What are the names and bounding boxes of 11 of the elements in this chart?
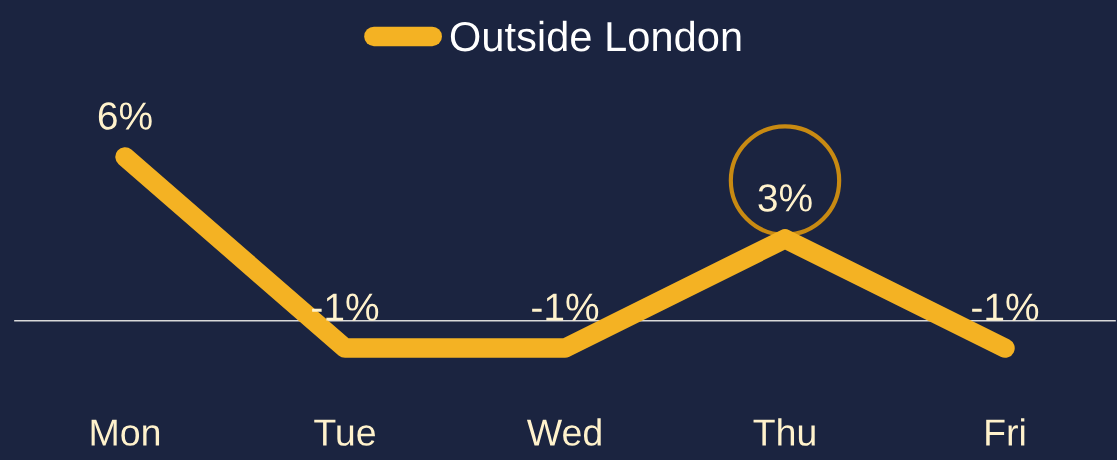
x-tick-label: Tue bbox=[314, 419, 375, 446]
data-label: -1% bbox=[972, 293, 1039, 321]
x-tick-label: Mon bbox=[91, 419, 160, 446]
data-label: -1% bbox=[312, 293, 379, 321]
data-label: 6% bbox=[98, 102, 152, 130]
data-label: -1% bbox=[532, 293, 599, 321]
legend-label: Outside London bbox=[450, 20, 741, 52]
data-label: 3% bbox=[758, 184, 812, 212]
x-tick-label: Thu bbox=[753, 418, 815, 446]
x-tick-label: Fri bbox=[986, 418, 1025, 446]
x-tick-label: Wed bbox=[526, 418, 601, 446]
